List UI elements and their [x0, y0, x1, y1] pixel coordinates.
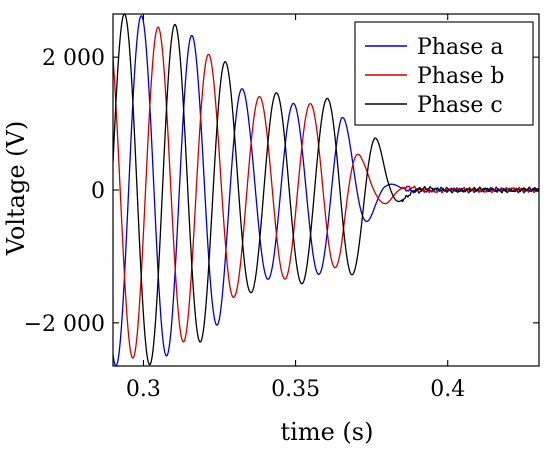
legend-label: Phase c	[417, 93, 503, 118]
series-line-phase-a	[113, 15, 539, 366]
plot-area	[113, 14, 539, 366]
legend-label: Phase b	[417, 64, 504, 89]
x-axis-label: time (s)	[281, 418, 374, 446]
series-line-phase-c	[113, 14, 539, 366]
y-tick-label: 0	[91, 179, 105, 204]
legend: Phase a Phase b Phase c	[354, 21, 534, 126]
y-axis-label: Voltage (V)	[2, 121, 30, 256]
legend-box	[354, 21, 534, 126]
axis-ticks: 0.3 0.35 0.4 −2 000 0 2 000	[24, 14, 539, 402]
legend-label: Phase a	[417, 35, 504, 60]
x-tick-label: 0.3	[126, 377, 161, 402]
y-tick-label: −2 000	[24, 312, 105, 337]
x-tick-label: 0.35	[271, 377, 320, 402]
y-tick-label: 2 000	[42, 46, 105, 71]
x-tick-label: 0.4	[430, 377, 465, 402]
